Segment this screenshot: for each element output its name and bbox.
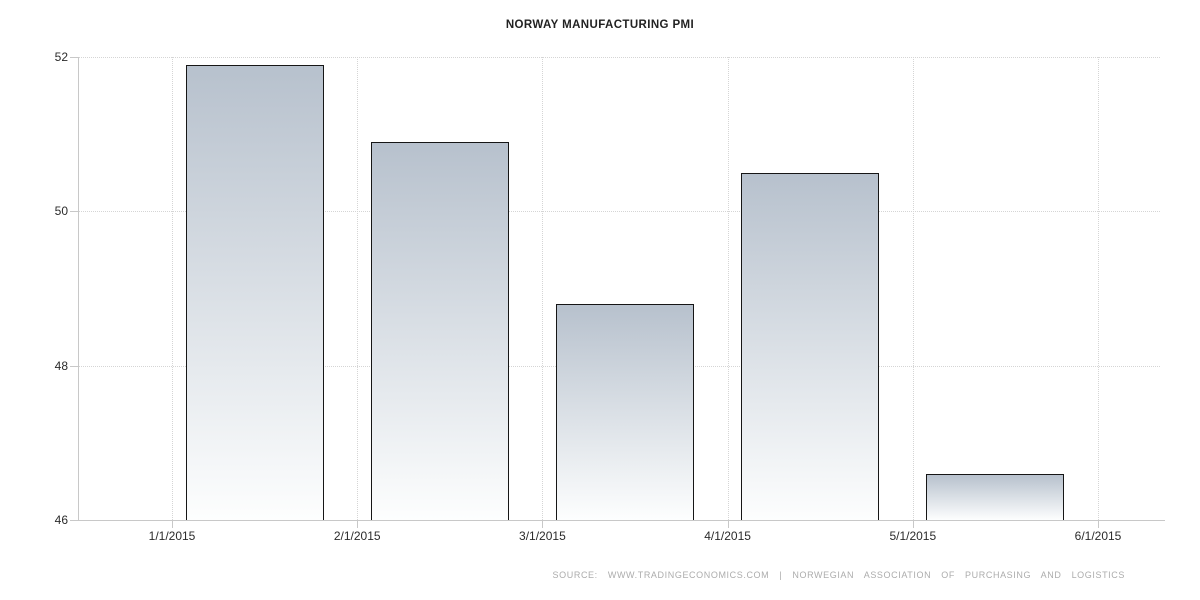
bar[interactable]: [556, 303, 694, 520]
x-grid-line: [172, 57, 173, 520]
y-tick-label: 50: [54, 204, 68, 219]
source-attribution: SOURCE: WWW.TRADINGECONOMICS.COM | NORWE…: [552, 570, 1125, 580]
x-tick-label: 4/1/2015: [704, 529, 751, 543]
y-tick-mark: [70, 520, 78, 521]
bar[interactable]: [370, 141, 509, 520]
x-tick-label: 6/1/2015: [1074, 529, 1122, 543]
x-axis-line: [78, 520, 1165, 521]
y-axis-line: [78, 57, 79, 521]
y-tick-mark: [70, 211, 78, 213]
chart-title: NORWAY MANUFACTURING PMI: [505, 19, 695, 31]
x-tick-mark: [912, 521, 914, 528]
y-tick-label: 52: [54, 50, 68, 64]
x-tick-mark: [172, 521, 173, 528]
y-tick-mark: [70, 365, 78, 367]
x-tick-label: 1/1/2015: [148, 529, 196, 543]
x-grid-line: [542, 57, 544, 520]
bar[interactable]: [926, 473, 1065, 520]
bar[interactable]: [741, 172, 880, 520]
y-tick-mark: [70, 57, 78, 58]
x-grid-line: [1098, 57, 1099, 520]
x-tick-mark: [357, 521, 359, 528]
y-tick-label: 46: [54, 513, 68, 527]
x-tick-mark: [1098, 521, 1099, 528]
x-grid-line: [357, 57, 359, 520]
y-grid-line: [78, 211, 1160, 213]
x-tick-mark: [542, 521, 544, 528]
x-tick-mark: [727, 521, 729, 528]
x-grid-line: [727, 57, 729, 520]
x-tick-label: 3/1/2015: [519, 529, 566, 543]
x-grid-line: [912, 57, 914, 520]
x-tick-label: 2/1/2015: [333, 529, 381, 543]
y-tick-label: 48: [54, 358, 68, 373]
y-grid-line: [78, 57, 1160, 58]
x-tick-label: 5/1/2015: [889, 529, 937, 543]
bar[interactable]: [185, 64, 324, 520]
